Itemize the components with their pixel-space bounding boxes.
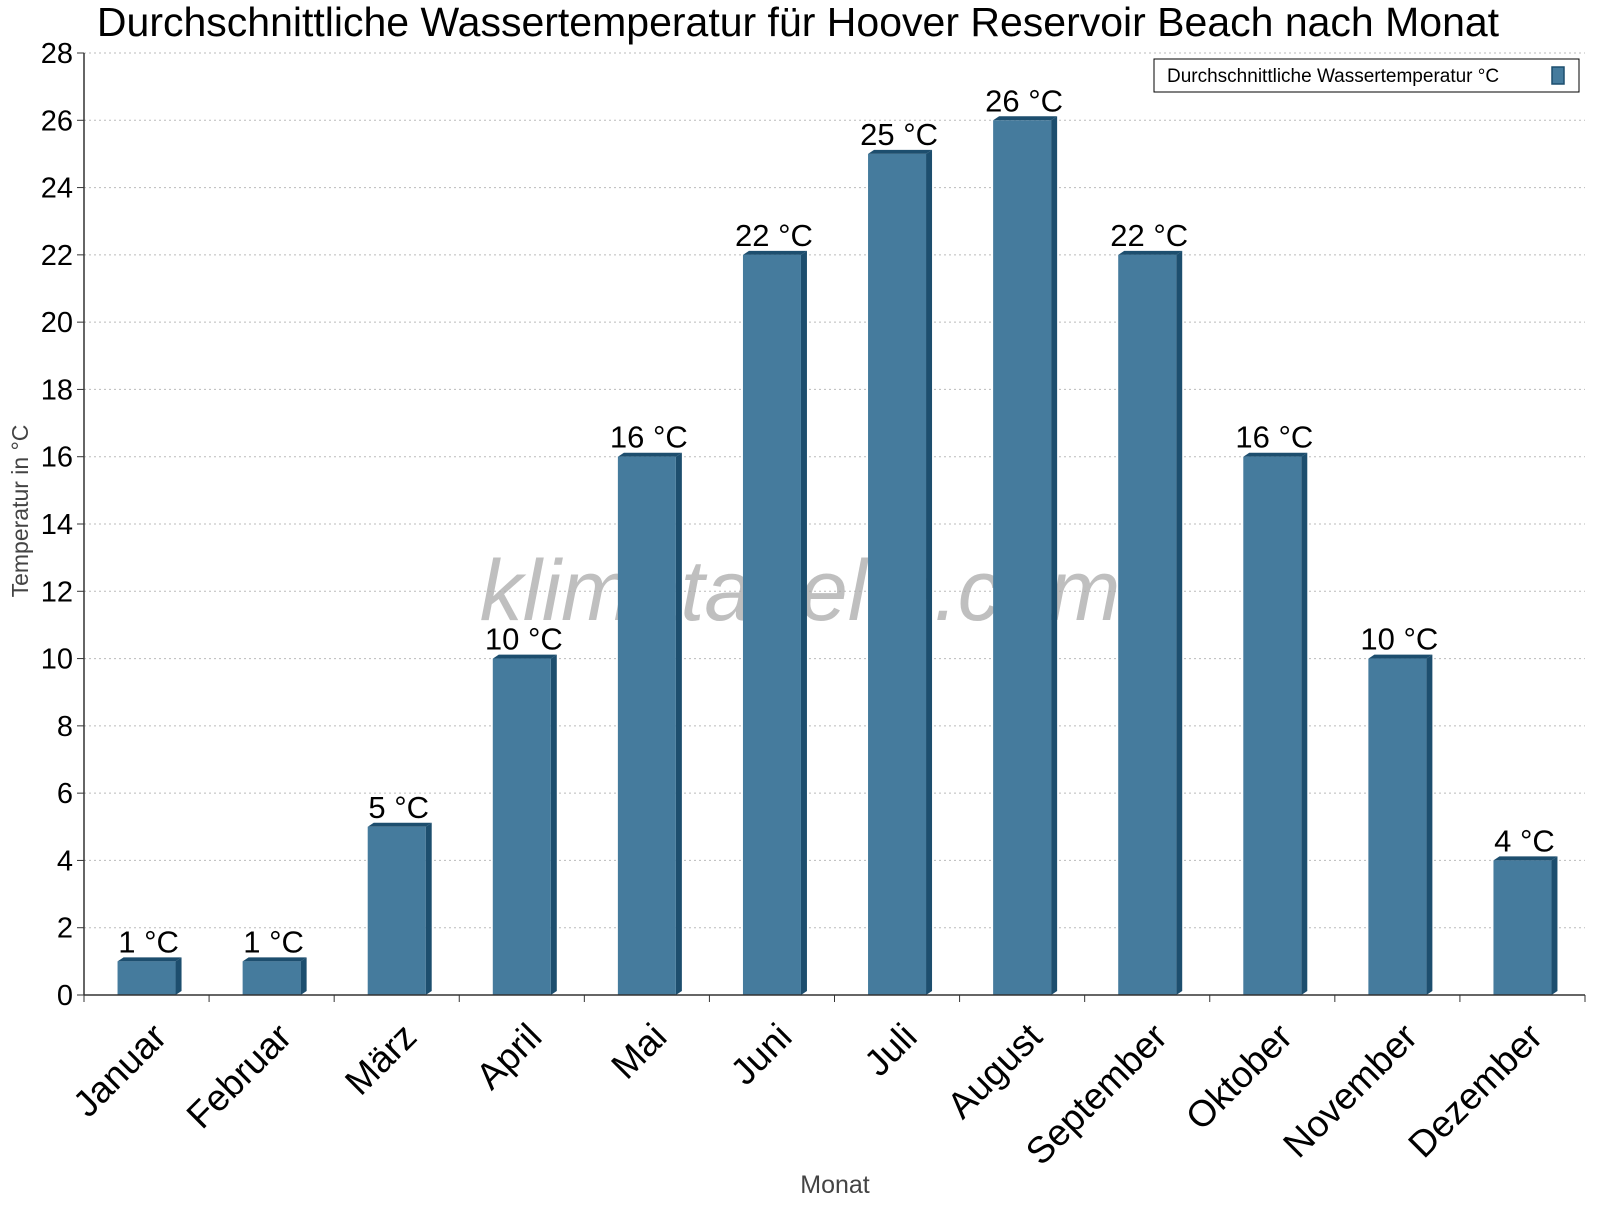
y-tick-label: 24 bbox=[41, 173, 73, 205]
x-tick-label: November bbox=[1275, 1016, 1425, 1166]
y-tick-label: 14 bbox=[41, 509, 73, 541]
bar-11 bbox=[1368, 654, 1433, 995]
data-label: 1 °C bbox=[243, 924, 304, 959]
bar-8 bbox=[993, 116, 1058, 996]
data-label: 10 °C bbox=[1360, 622, 1438, 657]
x-tick-label: Dezember bbox=[1400, 1016, 1550, 1166]
bar-top bbox=[1368, 654, 1433, 659]
x-tick-label: Februar bbox=[179, 1016, 300, 1137]
data-label: 22 °C bbox=[735, 218, 813, 253]
y-tick-label: 12 bbox=[41, 576, 73, 608]
bar-top bbox=[367, 822, 432, 827]
x-tick-label: Oktober bbox=[1178, 1016, 1300, 1138]
x-tick-label: März bbox=[337, 1016, 424, 1103]
legend: Durchschnittliche Wassertemperatur °C bbox=[1153, 58, 1580, 93]
legend-box bbox=[1153, 58, 1580, 93]
bar-front bbox=[492, 658, 551, 995]
bar-5 bbox=[617, 452, 682, 995]
bar-front bbox=[1118, 254, 1177, 995]
legend-swatch bbox=[1551, 66, 1565, 85]
bar-side bbox=[926, 149, 933, 995]
y-tick-label: 22 bbox=[41, 240, 73, 272]
bar-front bbox=[367, 826, 426, 995]
bar-top bbox=[868, 149, 933, 154]
bars bbox=[117, 116, 1558, 996]
bar-12 bbox=[1493, 856, 1558, 995]
legend-label: Durchschnittliche Wassertemperatur °C bbox=[1167, 66, 1499, 87]
bar-front bbox=[868, 153, 927, 995]
bar-side bbox=[1176, 250, 1183, 995]
x-tick-label: Januar bbox=[65, 1016, 174, 1125]
y-tick-label: 28 bbox=[41, 38, 73, 70]
data-label: 16 °C bbox=[1235, 420, 1313, 455]
y-tick-label: 16 bbox=[41, 442, 73, 474]
bar-top bbox=[993, 116, 1058, 121]
bar-front bbox=[993, 120, 1052, 996]
bar-6 bbox=[742, 250, 807, 995]
x-tick-label: April bbox=[468, 1016, 549, 1097]
data-labels: 1 °C 1 °C 5 °C 10 °C 16 °C 22 °C 25 °C 26 °C 22 … bbox=[118, 83, 1555, 959]
chart-title: Durchschnittliche Wassertemperatur für H… bbox=[97, 0, 1500, 45]
bar-front bbox=[742, 254, 801, 995]
bar-top bbox=[617, 452, 682, 457]
bar-top bbox=[742, 250, 807, 255]
bar-2 bbox=[242, 957, 307, 995]
grid-lines bbox=[84, 52, 1585, 929]
y-tick-label: 10 bbox=[41, 644, 73, 676]
data-label: 22 °C bbox=[1110, 218, 1188, 253]
data-label: 1 °C bbox=[118, 924, 179, 959]
y-tick-label: 20 bbox=[41, 307, 73, 339]
data-label: 10 °C bbox=[485, 622, 563, 657]
bar-front bbox=[1243, 456, 1302, 995]
y-tick-label: 0 bbox=[57, 980, 73, 1012]
data-label: 5 °C bbox=[368, 790, 429, 825]
x-tick-label: Juli bbox=[856, 1016, 924, 1084]
data-label: 26 °C bbox=[985, 83, 1063, 118]
bar-front bbox=[617, 456, 676, 995]
y-tick-label: 18 bbox=[41, 374, 73, 406]
bar-top bbox=[492, 654, 557, 659]
bar-9 bbox=[1118, 250, 1183, 995]
y-tick-label: 6 bbox=[57, 778, 73, 810]
y-axis-title: Temperatur in °C bbox=[7, 425, 33, 598]
bar-1 bbox=[117, 957, 182, 995]
data-label: 4 °C bbox=[1494, 823, 1555, 858]
bar-top bbox=[1493, 856, 1558, 861]
bar-4 bbox=[492, 654, 557, 995]
bar-3 bbox=[367, 822, 432, 995]
y-tick-label: 2 bbox=[57, 913, 73, 945]
bar-side bbox=[1426, 654, 1433, 995]
bar-side bbox=[1301, 452, 1308, 995]
bar-7 bbox=[868, 149, 933, 995]
bar-front bbox=[242, 961, 301, 995]
bar-side bbox=[1551, 856, 1558, 995]
x-tick-label: August bbox=[939, 1015, 1050, 1126]
bar-front bbox=[1493, 860, 1552, 995]
bar-top bbox=[1243, 452, 1308, 457]
bar-side bbox=[800, 250, 807, 995]
bar-side bbox=[425, 822, 432, 995]
data-label: 25 °C bbox=[860, 117, 938, 152]
bar-front bbox=[117, 961, 176, 995]
bar-side bbox=[175, 957, 182, 995]
bar-side bbox=[1051, 116, 1058, 996]
data-label: 16 °C bbox=[610, 420, 688, 455]
bar-side bbox=[300, 957, 307, 995]
bar-side bbox=[675, 452, 682, 995]
x-tick-label: Mai bbox=[603, 1016, 674, 1087]
bar-front bbox=[1368, 658, 1427, 995]
bar-top bbox=[1118, 250, 1183, 255]
y-tick-label: 4 bbox=[57, 845, 73, 877]
bar-10 bbox=[1243, 452, 1308, 995]
bar-top bbox=[117, 957, 182, 962]
y-tick-label: 26 bbox=[41, 105, 73, 137]
x-tick-label: Juni bbox=[723, 1016, 800, 1093]
bar-side bbox=[550, 654, 557, 995]
bar-top bbox=[242, 957, 307, 962]
x-axis-title: Monat bbox=[800, 1171, 870, 1199]
y-tick-label: 8 bbox=[57, 711, 73, 743]
